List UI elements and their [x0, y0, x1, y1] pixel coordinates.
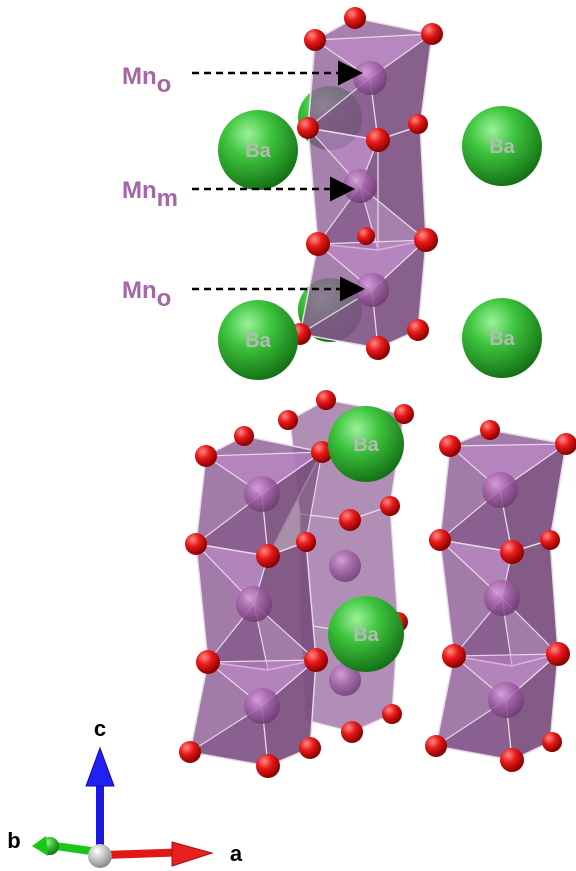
- ba-atom-mid-left: Ba: [218, 300, 298, 380]
- bottom-left-polyhedra-column: [179, 426, 333, 778]
- a-axis-arrowhead: [171, 841, 214, 867]
- label-mn-m: Mnm: [122, 176, 355, 212]
- ba-atom-bottom-lower: Ba: [328, 596, 404, 672]
- top-polyhedra-stack: [289, 7, 443, 360]
- bottom-right-polyhedra-column: [425, 420, 576, 772]
- mn-atom-middle: [343, 169, 377, 203]
- axes-indicator: c a b: [7, 716, 243, 868]
- b-axis-label: b: [7, 828, 20, 853]
- svg-text:Mno: Mno: [122, 63, 171, 98]
- c-axis-label: c: [94, 716, 106, 741]
- c-axis-arrowhead: [85, 746, 115, 787]
- svg-text:Ba: Ba: [489, 328, 515, 350]
- a-axis-shaft: [103, 848, 177, 859]
- svg-text:Mnm: Mnm: [122, 177, 178, 212]
- label-mn-o-top: Mno: [122, 60, 363, 98]
- ba-atom-top-left: Ba: [218, 110, 298, 190]
- svg-text:Ba: Ba: [489, 136, 515, 158]
- svg-text:Mno: Mno: [122, 277, 171, 312]
- mn-atom-top: [353, 61, 387, 95]
- b-axis-shaft: [51, 841, 99, 856]
- svg-text:Ba: Ba: [353, 434, 379, 456]
- svg-text:Ba: Ba: [245, 140, 271, 162]
- c-axis-shaft: [96, 782, 104, 852]
- axis-origin-sphere: [88, 844, 112, 868]
- svg-text:Ba: Ba: [353, 624, 379, 646]
- ba-atom-mid-right: Ba: [462, 298, 542, 378]
- a-axis-label: a: [230, 841, 243, 866]
- svg-text:Ba: Ba: [245, 330, 271, 352]
- label-mn-o-bottom: Mno: [122, 276, 365, 312]
- oxygen-atoms-top-stack: [289, 7, 443, 360]
- ba-atom-bottom-upper: Ba: [328, 406, 404, 482]
- ba-atom-top-right: Ba: [462, 106, 542, 186]
- mn-atom-bottom: [355, 273, 389, 307]
